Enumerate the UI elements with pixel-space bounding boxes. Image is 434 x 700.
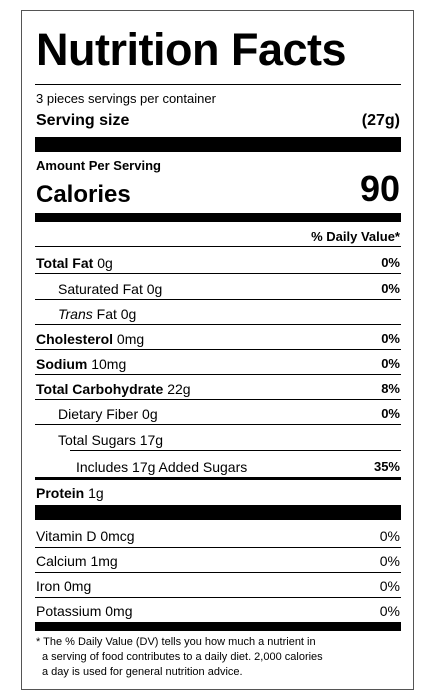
vitamin-name: Vitamin D 0mcg <box>36 528 135 544</box>
rule <box>35 572 401 573</box>
footnote-text: a serving of food contributes to a daily… <box>42 651 323 663</box>
daily-value: 8% <box>381 381 400 396</box>
thick-rule <box>35 137 401 152</box>
daily-value-text: 0% <box>381 406 400 421</box>
calories-label: Calories <box>36 181 131 208</box>
daily-value: 0% <box>381 356 400 371</box>
nutrient-row: Includes 17g Added Sugars <box>76 459 247 475</box>
rule <box>35 246 401 247</box>
vitamin-row: Iron 0mg <box>36 578 91 594</box>
nutrient-amount: 10mg <box>91 356 127 372</box>
nutrient-name: Total Sugars <box>58 432 136 448</box>
nutrient-row: Trans Fat 0g <box>58 306 136 322</box>
rule <box>35 547 401 548</box>
daily-value: 0% <box>380 578 400 594</box>
nutrient-row: Saturated Fat 0g <box>58 281 162 297</box>
rule <box>35 84 401 85</box>
daily-value: 0% <box>381 255 400 270</box>
vitamin-row: Calcium 1mg <box>36 553 118 569</box>
nutrient-amount: 0mg <box>116 331 145 347</box>
rule <box>35 399 401 400</box>
nutrient-row: Total Carbohydrate 22g <box>36 381 191 397</box>
nutrient-amount: 22g <box>167 381 191 397</box>
servings: 3 pieces servings per container <box>36 91 216 106</box>
daily-value: 0% <box>381 281 400 296</box>
daily-value: 0% <box>381 331 400 346</box>
rule <box>35 349 401 350</box>
nutrient-name: Total Carbohydrate <box>36 381 164 397</box>
amount-per-serving: Amount Per Serving <box>36 158 161 173</box>
footnote-text: a day is used for general nutrition advi… <box>42 666 243 678</box>
daily-value: 0% <box>381 406 400 421</box>
daily-value-text: 0% <box>379 553 400 569</box>
vitamin-name: Iron 0mg <box>36 578 92 594</box>
nutrient-row: Total Sugars 17g <box>58 432 163 448</box>
daily-value: 35% <box>374 459 400 474</box>
footnote-text: * The % Daily Value (DV) tells you how m… <box>36 636 316 648</box>
daily-value-text: 35% <box>373 459 400 474</box>
nutrient-row: Total Fat 0g <box>36 255 113 271</box>
daily-value-header: % Daily Value* <box>311 229 400 244</box>
daily-value: 0% <box>380 603 400 619</box>
daily-value-text: 0% <box>379 528 400 544</box>
nutrient-name: Dietary Fiber <box>58 406 139 422</box>
daily-value: 0% <box>380 528 400 544</box>
rule <box>35 324 401 325</box>
rule <box>35 299 401 300</box>
nutrient-name: Total Fat <box>36 255 94 271</box>
nutrient-row: Dietary Fiber 0g <box>58 406 158 422</box>
daily-value: 0% <box>380 553 400 569</box>
footnote-line: * The % Daily Value (DV) tells you how m… <box>36 636 316 648</box>
nutrient-row: Cholesterol 0mg <box>36 331 144 347</box>
vitamin-row: Vitamin D 0mcg <box>36 528 135 544</box>
nutrient-name: Trans <box>58 306 93 322</box>
daily-value-text: 8% <box>381 381 400 396</box>
label-border <box>21 10 414 690</box>
nutrient-amount: 17g <box>139 432 164 448</box>
nutrient-name: Protein <box>36 485 85 501</box>
rule <box>70 450 401 451</box>
nutrient-name: Sodium <box>36 356 88 372</box>
nutrient-amount: Fat 0g <box>96 306 137 322</box>
rule <box>35 477 401 480</box>
daily-value-text: 0% <box>379 578 400 594</box>
rule <box>35 424 401 425</box>
serving-size: (27g) <box>361 112 400 129</box>
nutrient-name: Saturated Fat <box>58 281 143 297</box>
rule <box>35 597 401 598</box>
daily-value-text: 0% <box>381 331 400 346</box>
nutrient-amount: 1g <box>88 485 104 501</box>
thick-rule <box>35 213 401 222</box>
nutrient-amount: 0g <box>146 281 163 297</box>
nutrient-row: Protein 1g <box>36 485 104 501</box>
serving-size-label: Serving size <box>36 112 130 129</box>
title: Nutrition Facts <box>36 24 347 75</box>
daily-value-text: 0% <box>381 356 400 371</box>
nutrient-name: Cholesterol <box>36 331 114 347</box>
vitamin-name: Potassium 0mg <box>36 603 133 619</box>
thick-rule <box>35 622 401 631</box>
rule <box>35 374 401 375</box>
vitamin-row: Potassium 0mg <box>36 603 132 619</box>
vitamin-name: Calcium 1mg <box>36 553 118 569</box>
nutrient-name: Includes 17g Added Sugars <box>76 459 248 475</box>
nutrient-amount: 0g <box>142 406 158 422</box>
daily-value-text: 0% <box>381 255 400 270</box>
footnote-line: a day is used for general nutrition advi… <box>42 666 243 678</box>
calories-value: 90 <box>359 168 400 209</box>
rule <box>35 273 401 274</box>
footnote-line: a serving of food contributes to a daily… <box>42 651 323 663</box>
daily-value-text: 0% <box>379 603 400 619</box>
daily-value-text: 0% <box>381 281 400 296</box>
thick-rule <box>35 505 401 520</box>
nutrient-row: Sodium 10mg <box>36 356 126 372</box>
nutrient-amount: 0g <box>97 255 113 271</box>
